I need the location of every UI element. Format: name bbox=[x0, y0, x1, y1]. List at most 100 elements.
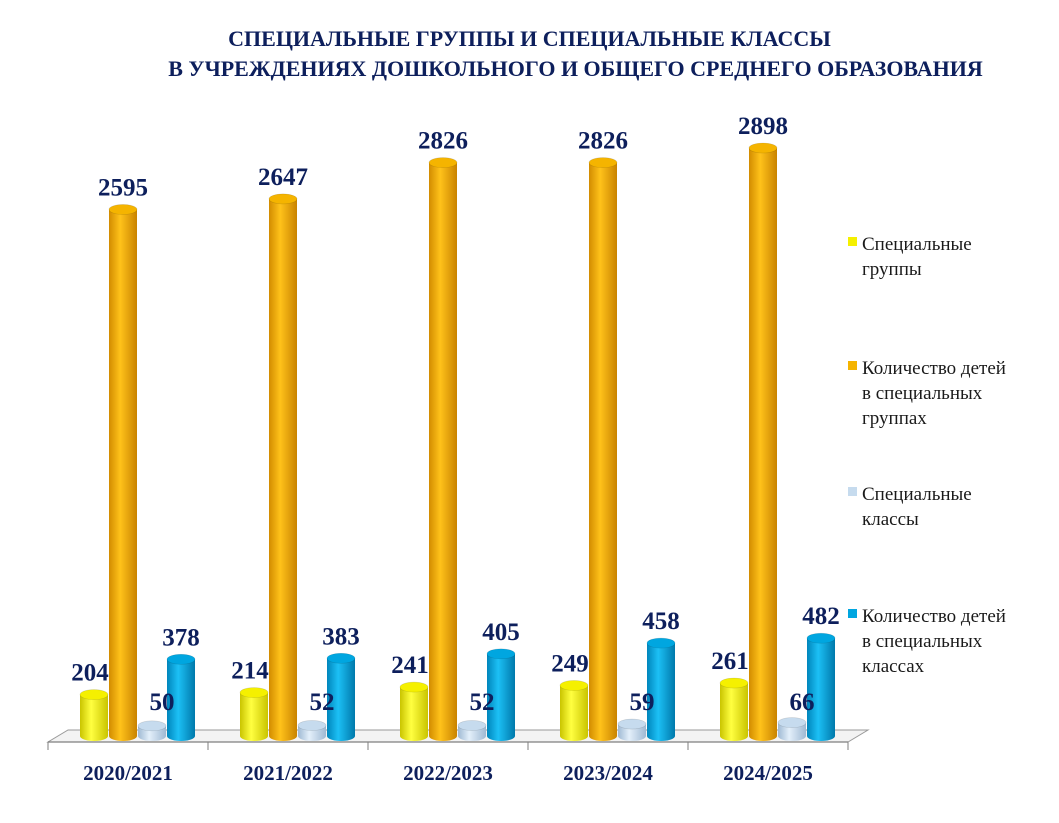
bar bbox=[137, 720, 167, 741]
bar-top bbox=[268, 193, 298, 205]
bar-base bbox=[778, 731, 806, 741]
bar-body bbox=[400, 687, 428, 736]
legend-swatch bbox=[848, 361, 857, 370]
bar bbox=[268, 193, 298, 741]
bar-body bbox=[749, 148, 777, 736]
bar-top bbox=[486, 648, 516, 660]
bar bbox=[486, 648, 516, 741]
data-label: 2826 bbox=[418, 128, 468, 155]
bar bbox=[588, 157, 618, 741]
bar bbox=[777, 717, 807, 741]
x-tick-label: 2024/2025 bbox=[723, 761, 813, 785]
legend-item: Специальные группы bbox=[848, 232, 1013, 282]
data-label: 378 bbox=[162, 624, 200, 651]
bar-base bbox=[487, 731, 515, 741]
bar-base bbox=[560, 731, 588, 741]
x-tick-label: 2022/2023 bbox=[403, 761, 493, 785]
data-label: 59 bbox=[630, 689, 655, 716]
bar-top bbox=[137, 720, 167, 732]
bar bbox=[166, 654, 196, 741]
bar-base bbox=[807, 731, 835, 741]
bar bbox=[559, 680, 589, 741]
bar-base bbox=[458, 731, 486, 741]
bar-body bbox=[618, 724, 646, 736]
bar-body bbox=[240, 692, 268, 736]
bar-top bbox=[806, 632, 836, 644]
legend-item: Количество детей в специальных классах bbox=[848, 604, 1013, 679]
data-label: 214 bbox=[231, 658, 269, 685]
legend-label: Количество детей в специальных группах bbox=[862, 358, 1006, 429]
bar-body bbox=[458, 725, 486, 736]
bar-base bbox=[240, 731, 268, 741]
bar bbox=[617, 718, 647, 741]
bar bbox=[428, 157, 458, 741]
data-label: 2898 bbox=[738, 113, 788, 140]
bar-body bbox=[138, 725, 166, 736]
bar-base bbox=[298, 731, 326, 741]
chart-title: СПЕЦИАЛЬНЫЕ ГРУППЫ И СПЕЦИАЛЬНЫЕ КЛАССЫ … bbox=[0, 24, 1059, 84]
data-label: 50 bbox=[150, 689, 175, 716]
bar-top bbox=[559, 680, 589, 691]
data-label: 383 bbox=[322, 623, 360, 650]
bar-base bbox=[429, 731, 457, 741]
data-label: 66 bbox=[790, 689, 815, 716]
bar-body bbox=[80, 694, 108, 736]
chart-title-line2: В УЧРЕЖДЕНИЯХ ДОШКОЛЬНОГО И ОБЩЕГО СРЕДН… bbox=[168, 56, 983, 81]
bar-top bbox=[399, 681, 429, 693]
bar-base bbox=[327, 731, 355, 741]
data-label: 241 bbox=[391, 652, 429, 679]
legend-item: Количество детей в специальных группах bbox=[848, 356, 1013, 431]
bar-body bbox=[560, 685, 588, 736]
bar bbox=[806, 632, 836, 741]
data-label: 2595 bbox=[98, 174, 148, 201]
bar-base bbox=[269, 731, 297, 741]
data-label: 249 bbox=[551, 650, 589, 677]
bar-body bbox=[269, 198, 297, 736]
data-label: 458 bbox=[642, 608, 680, 635]
legend-swatch bbox=[848, 487, 857, 496]
data-label: 482 bbox=[802, 603, 840, 630]
bar-top bbox=[457, 720, 487, 731]
bar bbox=[748, 142, 778, 741]
data-label: 405 bbox=[482, 619, 520, 646]
bar-top bbox=[79, 689, 109, 700]
bar bbox=[646, 637, 676, 741]
bar-top bbox=[777, 717, 807, 728]
data-label: 2647 bbox=[258, 164, 308, 191]
bar bbox=[399, 681, 429, 741]
bar-base bbox=[400, 731, 428, 741]
data-label: 2826 bbox=[578, 128, 628, 155]
bar-top bbox=[748, 142, 778, 154]
legend-label: Специальные группы bbox=[862, 234, 972, 280]
bar-base bbox=[647, 731, 675, 741]
bar-body bbox=[109, 209, 137, 736]
data-label: 204 bbox=[71, 660, 109, 687]
bar bbox=[239, 687, 269, 741]
x-tick-label: 2020/2021 bbox=[83, 761, 173, 785]
bar-body bbox=[647, 643, 675, 736]
bar-base bbox=[167, 731, 195, 741]
bars-layer bbox=[79, 142, 836, 741]
data-label: 52 bbox=[470, 689, 495, 716]
legend-swatch bbox=[848, 609, 857, 618]
bar-body bbox=[298, 725, 326, 736]
x-axis: 2020/2021 2021/2022 2022/2023 2023/2024 2024… bbox=[47, 741, 849, 785]
bar bbox=[457, 720, 487, 741]
data-label: 52 bbox=[310, 689, 335, 716]
bar-body bbox=[589, 162, 617, 736]
bar-body bbox=[720, 683, 748, 736]
bar-top bbox=[646, 637, 676, 649]
bar-top bbox=[588, 157, 618, 168]
data-label: 261 bbox=[711, 648, 749, 675]
bar-top bbox=[239, 687, 269, 698]
bar-top bbox=[297, 720, 327, 731]
bar-base bbox=[80, 731, 108, 741]
legend-label: Количество детей в специальных классах bbox=[862, 606, 1006, 677]
bar-top bbox=[166, 654, 196, 665]
legend-item: Специальные классы bbox=[848, 482, 1013, 532]
bar-base bbox=[749, 731, 777, 741]
chart-title-line1: СПЕЦИАЛЬНЫЕ ГРУППЫ И СПЕЦИАЛЬНЫЕ КЛАССЫ bbox=[228, 26, 831, 51]
legend-swatch bbox=[848, 237, 857, 246]
bar bbox=[326, 652, 356, 741]
